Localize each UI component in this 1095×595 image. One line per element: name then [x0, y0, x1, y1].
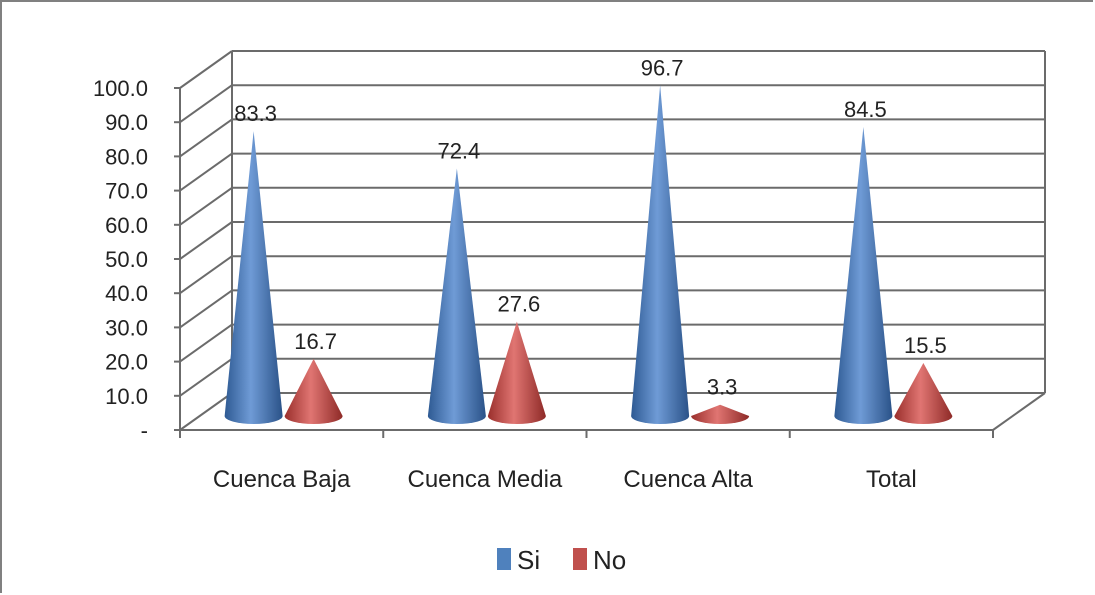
data-label: 84.5	[844, 97, 887, 122]
cone-body	[427, 168, 486, 424]
cone-body	[284, 358, 343, 424]
y-tick-label: 60.0	[105, 213, 148, 238]
y-tick-label: 80.0	[105, 144, 148, 169]
side-gridline	[179, 392, 233, 431]
axes	[174, 87, 1046, 438]
data-label: 3.3	[707, 375, 738, 400]
legend-label-si: Si	[517, 545, 540, 575]
y-tick-label: 70.0	[105, 179, 148, 204]
y-axis-tick-labels: - 10.0 20.0 30.0 40.0 50.0 60.0 70.0 80.0 90.0 100…	[93, 76, 148, 443]
side-gridline	[179, 118, 233, 158]
cones	[224, 85, 953, 424]
side-gridline	[179, 50, 233, 89]
y-tick-label: 90.0	[105, 110, 148, 135]
y-tick-label: 10.0	[105, 384, 148, 409]
y-tick-label: 40.0	[105, 281, 148, 306]
category-label: Total	[866, 466, 917, 493]
side-gridline	[179, 221, 233, 260]
category-label: Cuenca Media	[407, 466, 562, 493]
cone-body	[631, 85, 690, 424]
cone-si-3	[834, 127, 893, 424]
data-labels: 83.3 72.4 96.7 84.5 16.7 27.6 3.3 15.5	[234, 55, 947, 399]
cone-si-1	[427, 168, 486, 424]
side-gridline	[179, 323, 233, 363]
legend: Si No	[497, 545, 626, 575]
side-gridline	[179, 289, 233, 329]
cone-no-1	[487, 321, 546, 424]
side-gridline	[179, 357, 233, 397]
cone-body	[894, 362, 953, 424]
side-gridline	[179, 186, 233, 226]
data-label: 83.3	[234, 101, 277, 126]
cone-no-2	[691, 404, 750, 424]
data-label: 27.6	[497, 292, 540, 317]
data-label: 72.4	[437, 138, 480, 163]
cone-body	[487, 321, 546, 424]
y-tick-label: -	[141, 418, 148, 443]
y-tick-label: 20.0	[105, 350, 148, 375]
cone-no-3	[894, 362, 953, 424]
side-gridline	[179, 152, 233, 192]
category-labels: Cuenca Baja Cuenca Media Cuenca Alta Total	[213, 466, 917, 493]
data-label: 15.5	[904, 333, 947, 358]
cone-body	[224, 131, 283, 424]
legend-swatch-no	[573, 548, 587, 570]
floor-right-edge	[992, 392, 1046, 431]
category-label: Cuenca Alta	[623, 466, 753, 493]
legend-label-no: No	[593, 545, 626, 575]
cone-body	[691, 404, 750, 424]
cone-body	[834, 127, 893, 424]
side-gridline	[179, 255, 233, 295]
cone-no-0	[284, 358, 343, 424]
data-label: 96.7	[641, 55, 684, 80]
y-tick-label: 30.0	[105, 315, 148, 340]
side-gridline	[179, 84, 233, 124]
cone-si-0	[224, 131, 283, 424]
data-label: 16.7	[294, 329, 337, 354]
cone-si-2	[631, 85, 690, 424]
y-tick-label: 50.0	[105, 247, 148, 272]
legend-swatch-si	[497, 548, 511, 570]
category-label: Cuenca Baja	[213, 466, 351, 493]
y-tick-label: 100.0	[93, 76, 148, 101]
